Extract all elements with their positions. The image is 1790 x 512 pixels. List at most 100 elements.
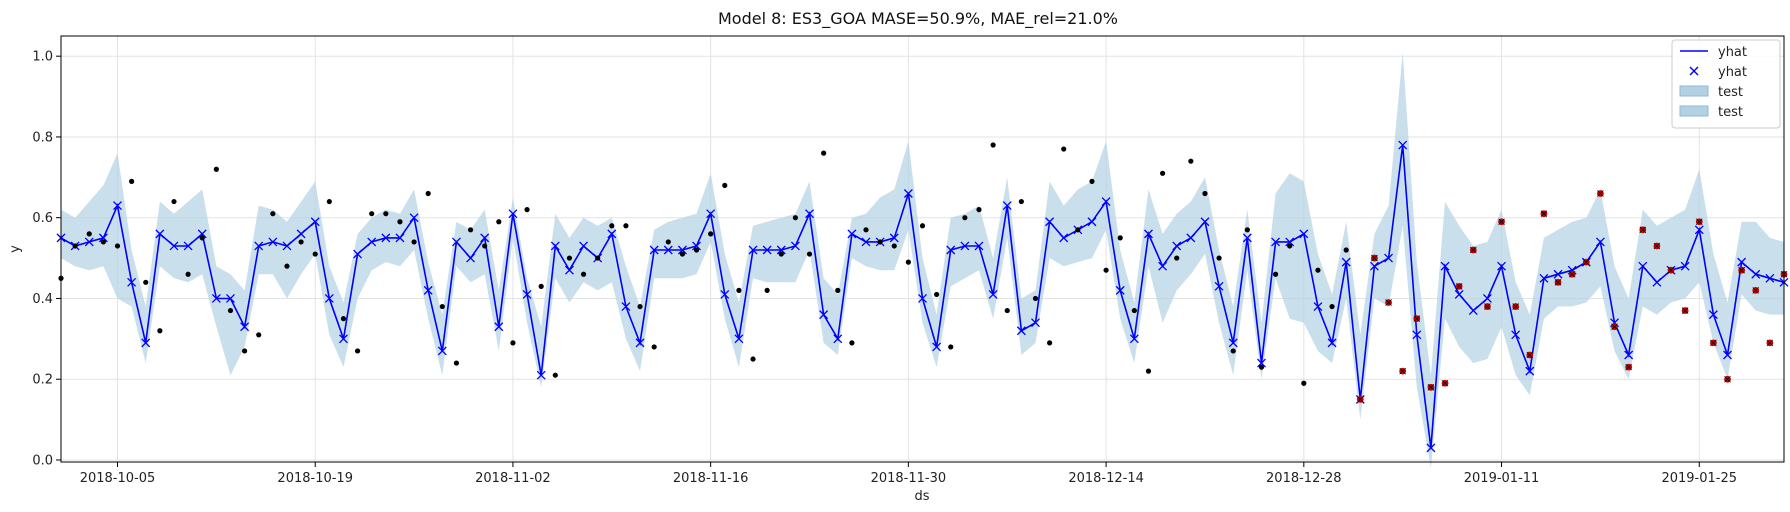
forecast-marker bbox=[268, 237, 278, 247]
actual-point bbox=[863, 227, 869, 233]
forecast-marker bbox=[833, 334, 843, 344]
test-point-cross bbox=[1512, 303, 1519, 310]
forecast-marker bbox=[1680, 261, 1690, 271]
forecast-markers-group bbox=[56, 140, 1789, 453]
forecast-marker bbox=[1468, 306, 1478, 316]
test-point-cross bbox=[1371, 254, 1378, 262]
actual-point bbox=[354, 348, 361, 354]
actual-point bbox=[213, 166, 219, 172]
forecast-marker bbox=[296, 229, 306, 239]
forecast-marker bbox=[1454, 289, 1464, 299]
test-point-cross bbox=[1441, 379, 1449, 387]
y-tick-label: 0.4 bbox=[32, 292, 53, 307]
actual-point bbox=[665, 239, 671, 245]
forecast-marker bbox=[1059, 233, 1069, 243]
forecast-marker bbox=[720, 289, 730, 299]
actual-point bbox=[905, 259, 911, 265]
forecast-marker bbox=[889, 233, 899, 243]
actual-point bbox=[298, 239, 304, 245]
actual-point bbox=[1244, 227, 1250, 233]
forecast-marker bbox=[550, 241, 560, 251]
forecast-marker bbox=[946, 245, 956, 255]
test-point-cross bbox=[1413, 315, 1421, 322]
actual-point bbox=[806, 251, 813, 257]
actual-point bbox=[143, 279, 149, 285]
forecast-marker bbox=[1285, 237, 1295, 247]
forecast-marker bbox=[1242, 233, 1252, 243]
y-axis-ticks: 0.0 0.2 0.4 0.6 0.8 1.0 bbox=[32, 50, 61, 468]
actual-point bbox=[1287, 243, 1293, 249]
forecast-marker bbox=[381, 233, 391, 243]
actual-point bbox=[72, 243, 78, 249]
actual-point bbox=[722, 182, 728, 189]
forecast-marker bbox=[183, 241, 193, 251]
actual-point bbox=[369, 211, 375, 217]
plot-frame bbox=[60, 35, 1785, 463]
forecast-marker bbox=[706, 209, 716, 219]
actual-point bbox=[270, 211, 276, 217]
forecast-marker bbox=[522, 289, 532, 299]
actual-point bbox=[566, 255, 573, 261]
x-tick-label: 2018-10-19 bbox=[277, 471, 353, 486]
forecast-marker bbox=[1751, 269, 1761, 279]
forecast-marker bbox=[734, 334, 744, 344]
actual-point bbox=[482, 243, 488, 249]
actual-point bbox=[1272, 271, 1279, 277]
forecast-marker bbox=[1016, 326, 1026, 336]
forecast-marker bbox=[579, 241, 589, 251]
forecast-marker bbox=[1256, 358, 1266, 368]
actual-point bbox=[1216, 255, 1222, 261]
test-point-cross bbox=[1526, 351, 1534, 359]
x-tick-label: 2018-11-30 bbox=[871, 471, 947, 486]
forecast-marker bbox=[1369, 261, 1379, 271]
x-tick-label: 2018-10-05 bbox=[80, 471, 156, 486]
actual-point bbox=[580, 271, 587, 277]
forecast-marker bbox=[1440, 261, 1450, 271]
test-point-cross bbox=[1484, 303, 1491, 310]
actual-point bbox=[1047, 340, 1053, 346]
forecast-marker bbox=[1271, 237, 1281, 247]
forecast-marker bbox=[423, 285, 433, 295]
forecast-marker bbox=[1172, 241, 1182, 251]
test-point-cross bbox=[1597, 190, 1604, 197]
forecast-marker bbox=[1652, 277, 1662, 287]
actual-point bbox=[340, 316, 347, 322]
actual-point bbox=[736, 287, 742, 293]
actual-point bbox=[241, 348, 248, 354]
actual-point bbox=[778, 251, 784, 257]
actual-point bbox=[1117, 235, 1123, 241]
test-point-cross bbox=[1681, 307, 1689, 314]
x-tick-label: 2018-11-16 bbox=[673, 471, 749, 486]
forecast-marker bbox=[1384, 253, 1394, 263]
test-point-cross bbox=[1582, 258, 1590, 266]
forecast-marker bbox=[1186, 233, 1196, 243]
test-point-cross bbox=[1653, 242, 1661, 250]
forecast-marker bbox=[1723, 350, 1732, 360]
forecast-marker bbox=[635, 338, 645, 348]
actual-point bbox=[510, 340, 516, 346]
forecast-marker bbox=[1426, 443, 1436, 453]
y-tick-label: 0.6 bbox=[32, 211, 53, 226]
actual-point bbox=[114, 243, 121, 249]
forecast-marker bbox=[1482, 294, 1492, 303]
actual-point bbox=[256, 332, 262, 338]
forecast-marker bbox=[1002, 201, 1012, 211]
forecast-marker bbox=[395, 233, 405, 243]
forecast-marker bbox=[254, 241, 264, 251]
y-axis-label: y bbox=[8, 245, 23, 253]
forecast-marker bbox=[437, 346, 447, 356]
actual-point bbox=[651, 344, 657, 350]
x-tick-label: 2019-01-11 bbox=[1464, 471, 1540, 486]
forecast-marker bbox=[1144, 229, 1153, 239]
forecast-marker bbox=[353, 249, 363, 259]
forecast-marker bbox=[692, 241, 701, 251]
forecast-marker bbox=[211, 294, 221, 303]
actual-point bbox=[1315, 267, 1321, 273]
actual-point bbox=[1018, 198, 1024, 205]
y-tick-label: 0.8 bbox=[32, 130, 53, 145]
forecast-marker bbox=[1031, 318, 1040, 328]
forecast-marker bbox=[1553, 269, 1563, 279]
forecast-marker bbox=[861, 237, 871, 247]
test-point-cross bbox=[1639, 226, 1647, 234]
